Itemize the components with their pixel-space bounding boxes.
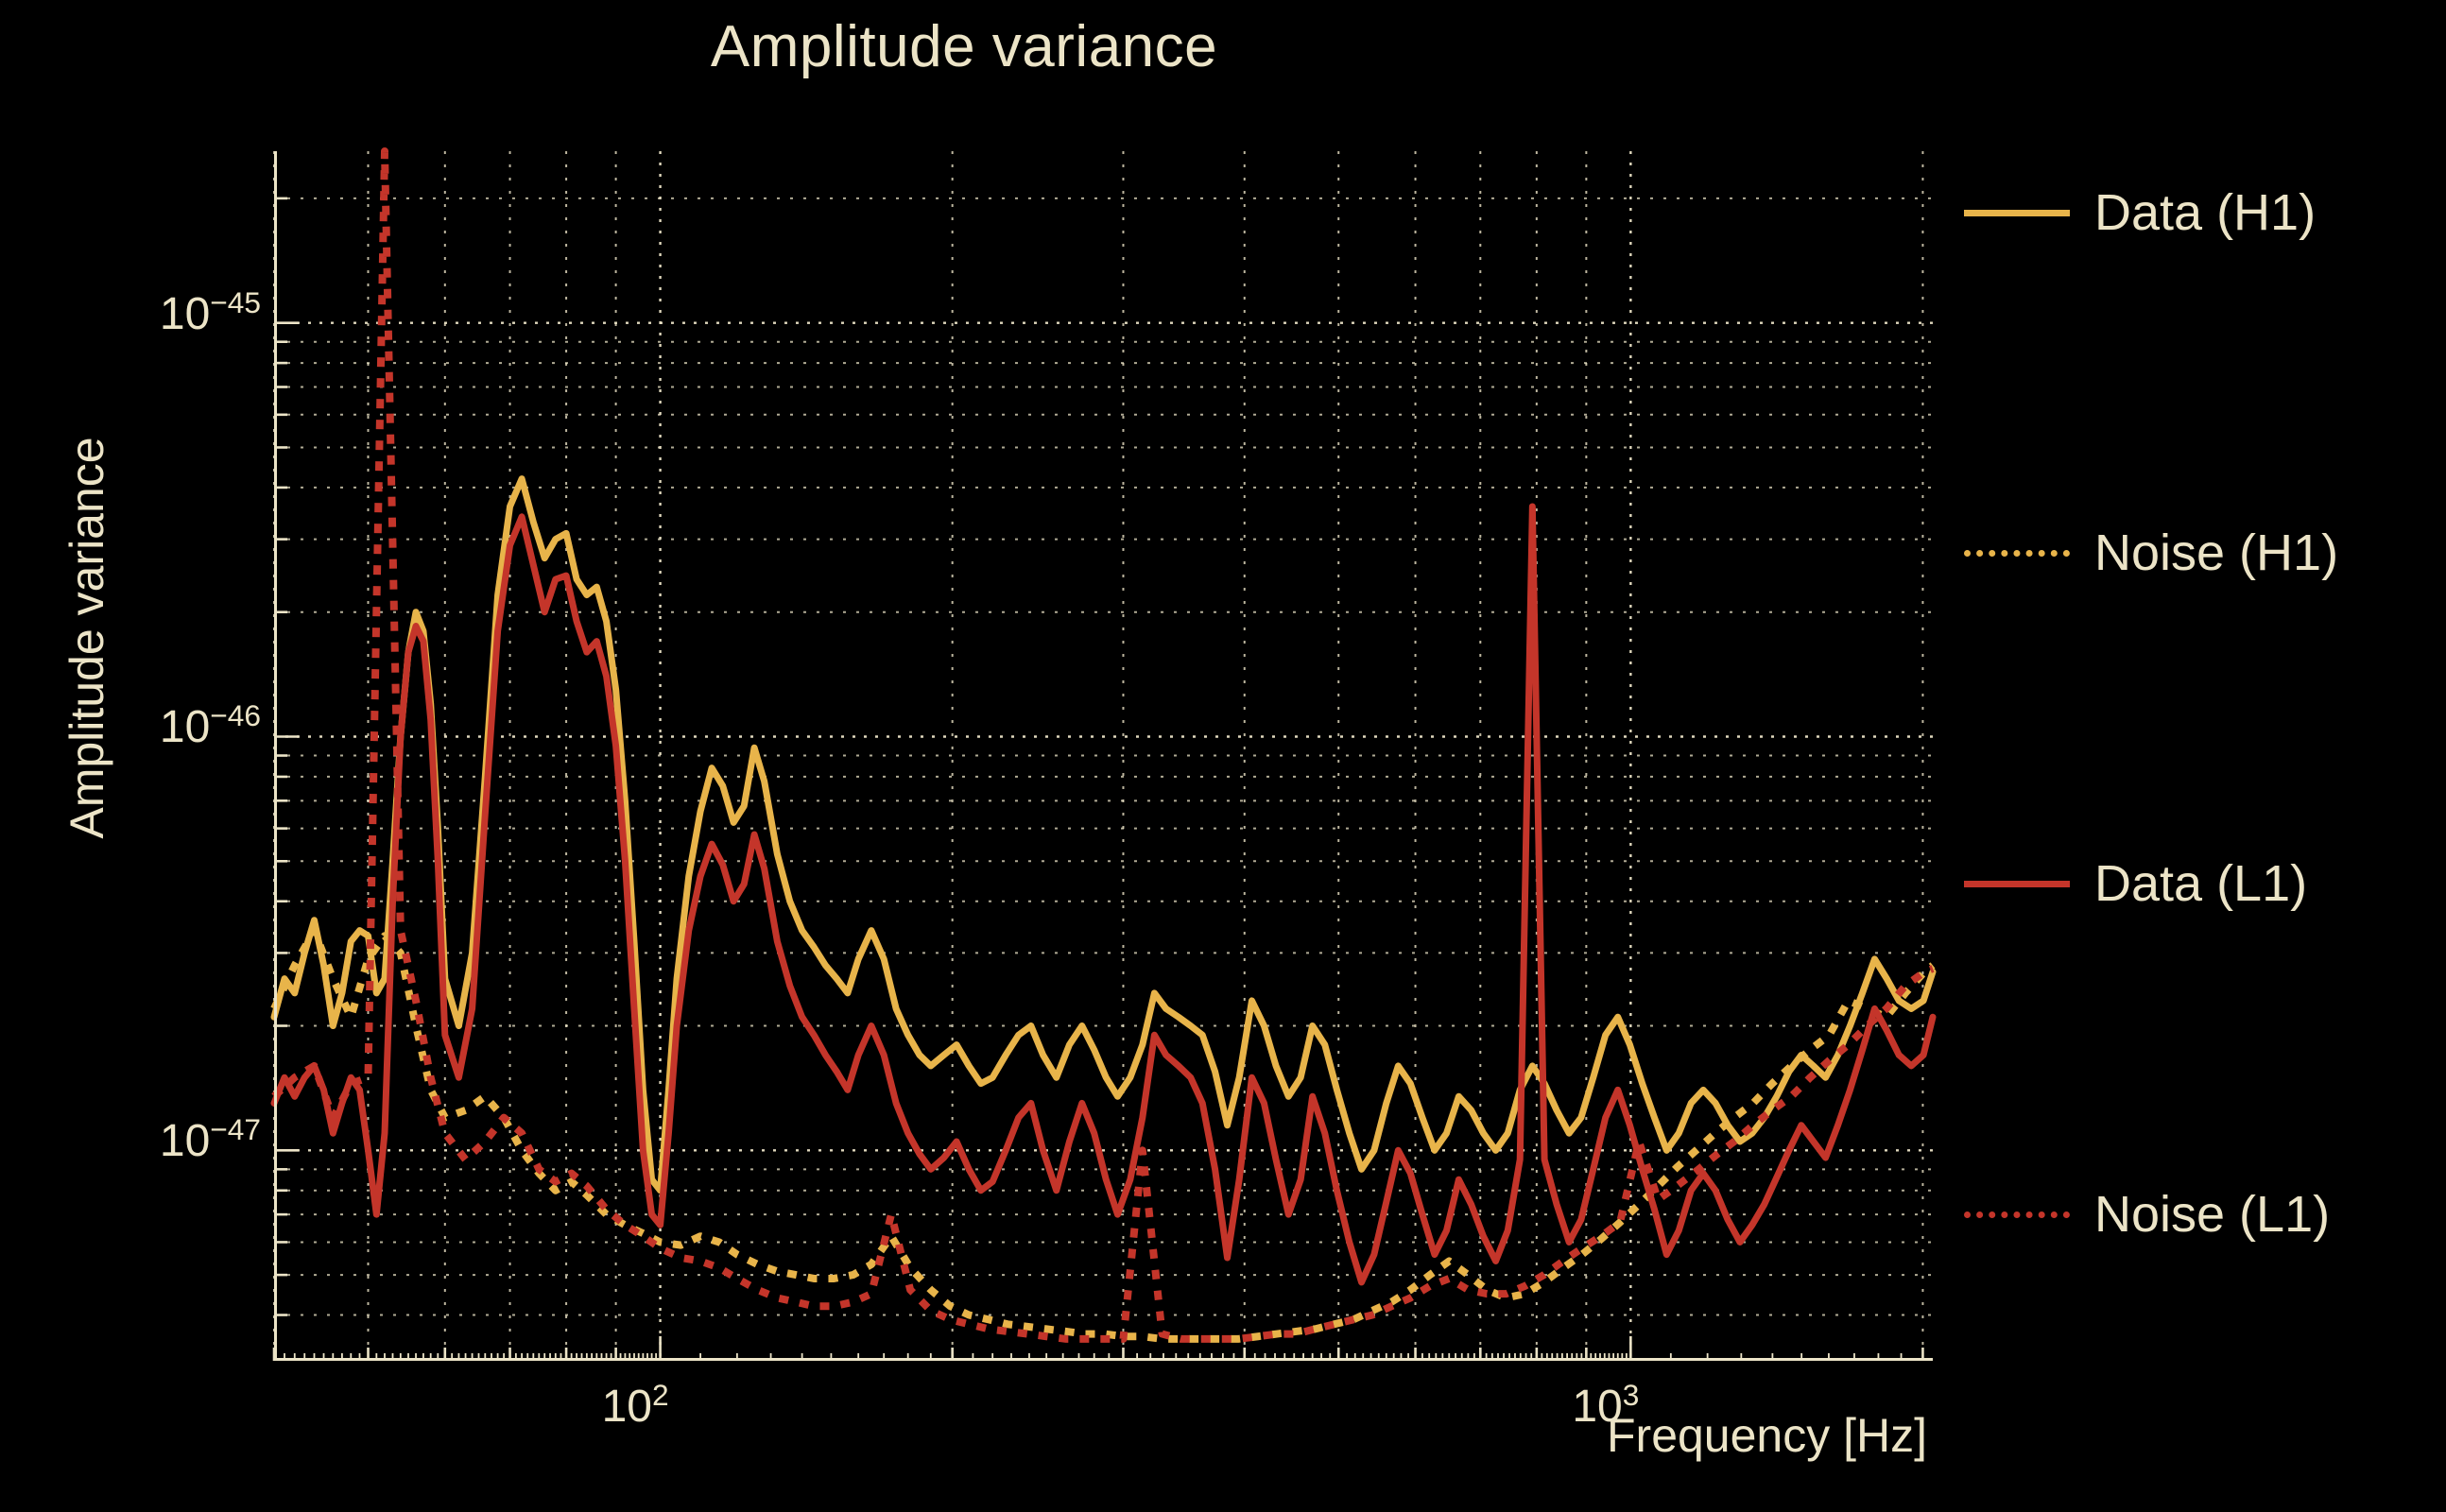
y-tick-label: 10−45 [159,284,261,339]
axis-ticks [272,197,1924,1361]
series-path [270,475,1937,1194]
data-series-layer [270,147,1937,1343]
series-path [270,926,1936,1343]
x-axis-line [274,1358,1933,1361]
x-axis-title: Frequency [Hz] [1607,1409,1928,1462]
legend-label: Noise (H1) [2094,524,2339,581]
legend-label: Data (L1) [2094,855,2308,912]
legend-key-dotted-icon [1964,549,2070,557]
x-tick-label: 102 [601,1378,669,1432]
legend-key-solid-icon [1964,209,2070,216]
y-axis-line [274,151,277,1361]
page-title: Amplitude variance [710,14,1218,79]
legend-key-dotted-icon [1964,1211,2070,1218]
legend-label: Data (H1) [2094,184,2317,241]
legend-item[interactable]: Noise (H1) [1964,520,2338,586]
legend-item[interactable]: Noise (L1) [1964,1181,2330,1247]
legend-key-solid-icon [1964,880,2070,887]
y-axis-title: Amplitude variance [60,437,113,839]
y-tick-label: 10−46 [159,698,261,753]
legend: Data (H1) Noise (H1) Data (L1) Noise (L1) [1964,151,2437,1361]
legend-label: Noise (L1) [2094,1186,2331,1243]
legend-item[interactable]: Data (H1) [1964,180,2316,246]
plot-frame [270,147,1937,1361]
legend-item[interactable]: Data (L1) [1964,850,2307,917]
x-tick-label: 103 [1572,1378,1640,1432]
y-tick-label: 10−47 [159,1112,261,1167]
